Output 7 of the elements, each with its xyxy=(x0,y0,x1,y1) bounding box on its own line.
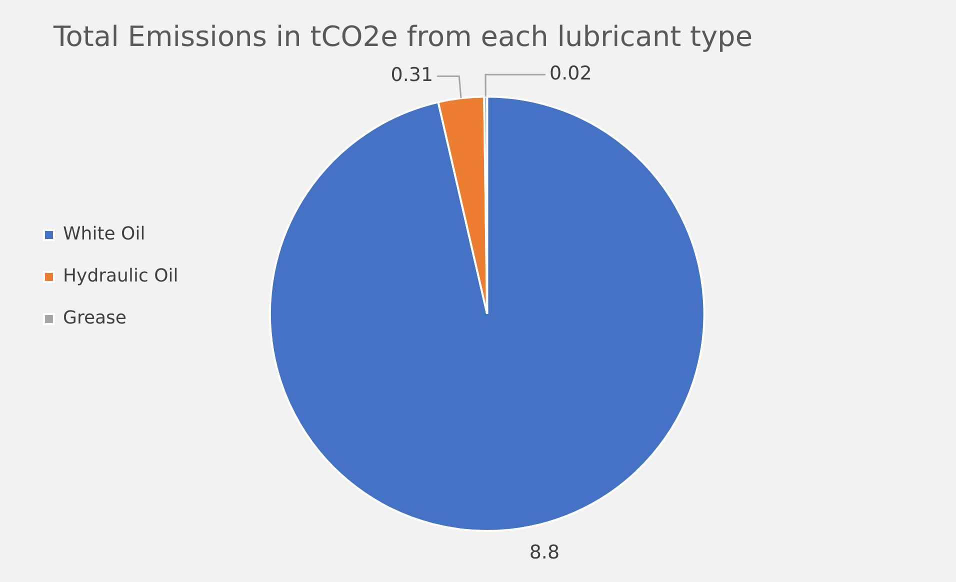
legend-label: White Oil xyxy=(63,224,146,245)
data-label: 0.31 xyxy=(390,64,434,86)
legend-label: Grease xyxy=(63,308,127,329)
chart-title: Total Emissions in tCO2e from each lubricant type xyxy=(52,20,753,54)
data-label: 0.02 xyxy=(550,62,592,85)
legend-label: Hydraulic Oil xyxy=(63,266,178,287)
data-label: 8.8 xyxy=(529,541,560,564)
